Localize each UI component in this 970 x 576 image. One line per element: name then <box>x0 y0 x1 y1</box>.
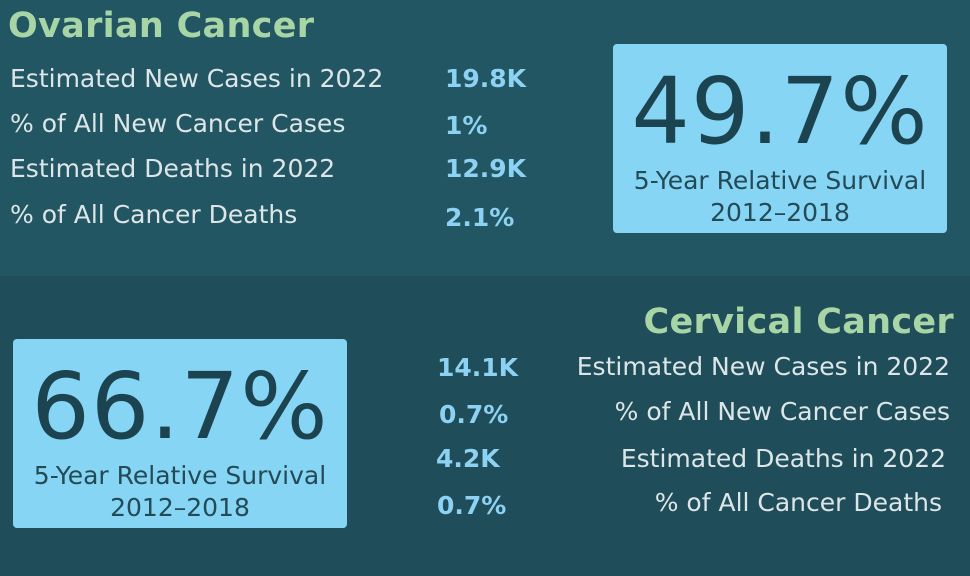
cervical-deaths-label: Estimated Deaths in 2022 <box>620 444 946 473</box>
ovarian-panel: Ovarian Cancer Estimated New Cases in 20… <box>0 0 970 276</box>
cervical-pct-deaths-label: % of All Cancer Deaths <box>654 488 942 517</box>
cervical-pct-deaths-value: 0.7% <box>437 491 507 520</box>
cervical-deaths-value: 4.2K <box>436 444 500 473</box>
cervical-new-cases-label: Estimated New Cases in 2022 <box>576 352 950 381</box>
ovarian-new-cases-label: Estimated New Cases in 2022 <box>10 64 384 93</box>
ovarian-pct-deaths-value: 2.1% <box>445 203 515 232</box>
ovarian-title: Ovarian Cancer <box>8 6 315 46</box>
ovarian-deaths-value: 12.9K <box>445 154 527 183</box>
cervical-survival-label: 5-Year Relative Survival <box>33 461 327 490</box>
ovarian-survival-box: 49.7% 5-Year Relative Survival 2012–2018 <box>613 44 947 233</box>
ovarian-survival-period: 2012–2018 <box>710 198 850 227</box>
ovarian-pct-new-value: 1% <box>445 111 488 140</box>
cervical-pct-new-label: % of All New Cancer Cases <box>614 397 950 426</box>
ovarian-survival-label: 5-Year Relative Survival <box>633 166 927 195</box>
cervical-survival-percent: 66.7% <box>31 353 329 460</box>
cervical-pct-new-value: 0.7% <box>439 400 509 429</box>
ovarian-new-cases-value: 19.8K <box>445 64 527 93</box>
cervical-survival-period: 2012–2018 <box>110 493 250 522</box>
ovarian-survival-percent: 49.7% <box>631 58 929 165</box>
cervical-panel: Cervical Cancer 66.7% 5-Year Relative Su… <box>0 276 970 576</box>
ovarian-deaths-label: Estimated Deaths in 2022 <box>10 154 336 183</box>
ovarian-pct-deaths-label: % of All Cancer Deaths <box>10 200 298 229</box>
ovarian-pct-new-label: % of All New Cancer Cases <box>10 109 346 138</box>
cervical-survival-box: 66.7% 5-Year Relative Survival 2012–2018 <box>13 339 347 528</box>
cervical-new-cases-value: 14.1K <box>437 353 519 382</box>
cervical-title: Cervical Cancer <box>643 302 954 342</box>
